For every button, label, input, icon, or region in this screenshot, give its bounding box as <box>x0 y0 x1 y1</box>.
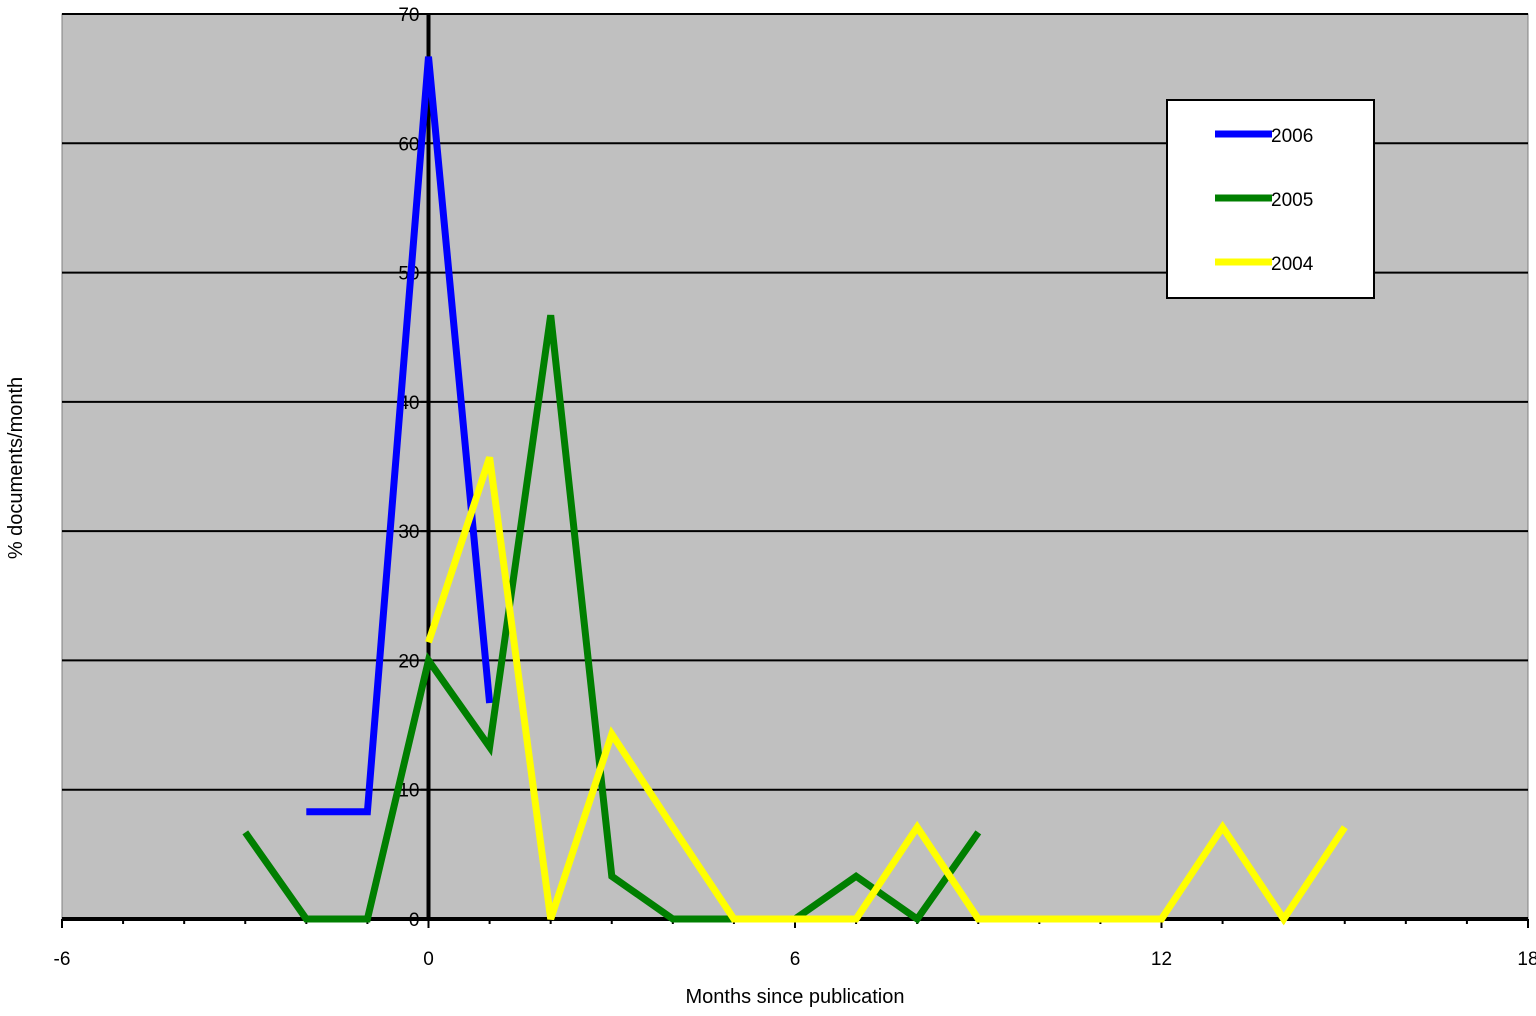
x-tick-label: 0 <box>423 949 434 970</box>
y-tick-label: 60 <box>398 134 419 155</box>
x-tick-label: 18 <box>1517 949 1536 970</box>
x-axis-title: Months since publication <box>685 986 904 1008</box>
x-tick-label: -6 <box>54 949 71 970</box>
y-tick-label: 0 <box>409 910 420 931</box>
legend-label-2006: 2006 <box>1271 126 1313 147</box>
x-tick-label: 12 <box>1151 949 1172 970</box>
y-tick-label: 20 <box>398 651 419 672</box>
x-tick-label: 6 <box>790 949 801 970</box>
series-lines <box>242 56 1348 926</box>
series-line-2005 <box>242 314 982 924</box>
y-tick-label: 10 <box>398 781 419 802</box>
y-tick-label: 30 <box>398 522 419 543</box>
series-line-2004 <box>425 456 1348 926</box>
legend-label-2004: 2004 <box>1271 254 1314 275</box>
legend-label-2005: 2005 <box>1271 190 1313 211</box>
y-tick-label: 70 <box>398 5 419 26</box>
series-line-2006 <box>306 56 494 816</box>
legend: 2006 2005 2004 <box>1166 99 1375 299</box>
y-axis-title: % documents/month <box>5 377 27 559</box>
